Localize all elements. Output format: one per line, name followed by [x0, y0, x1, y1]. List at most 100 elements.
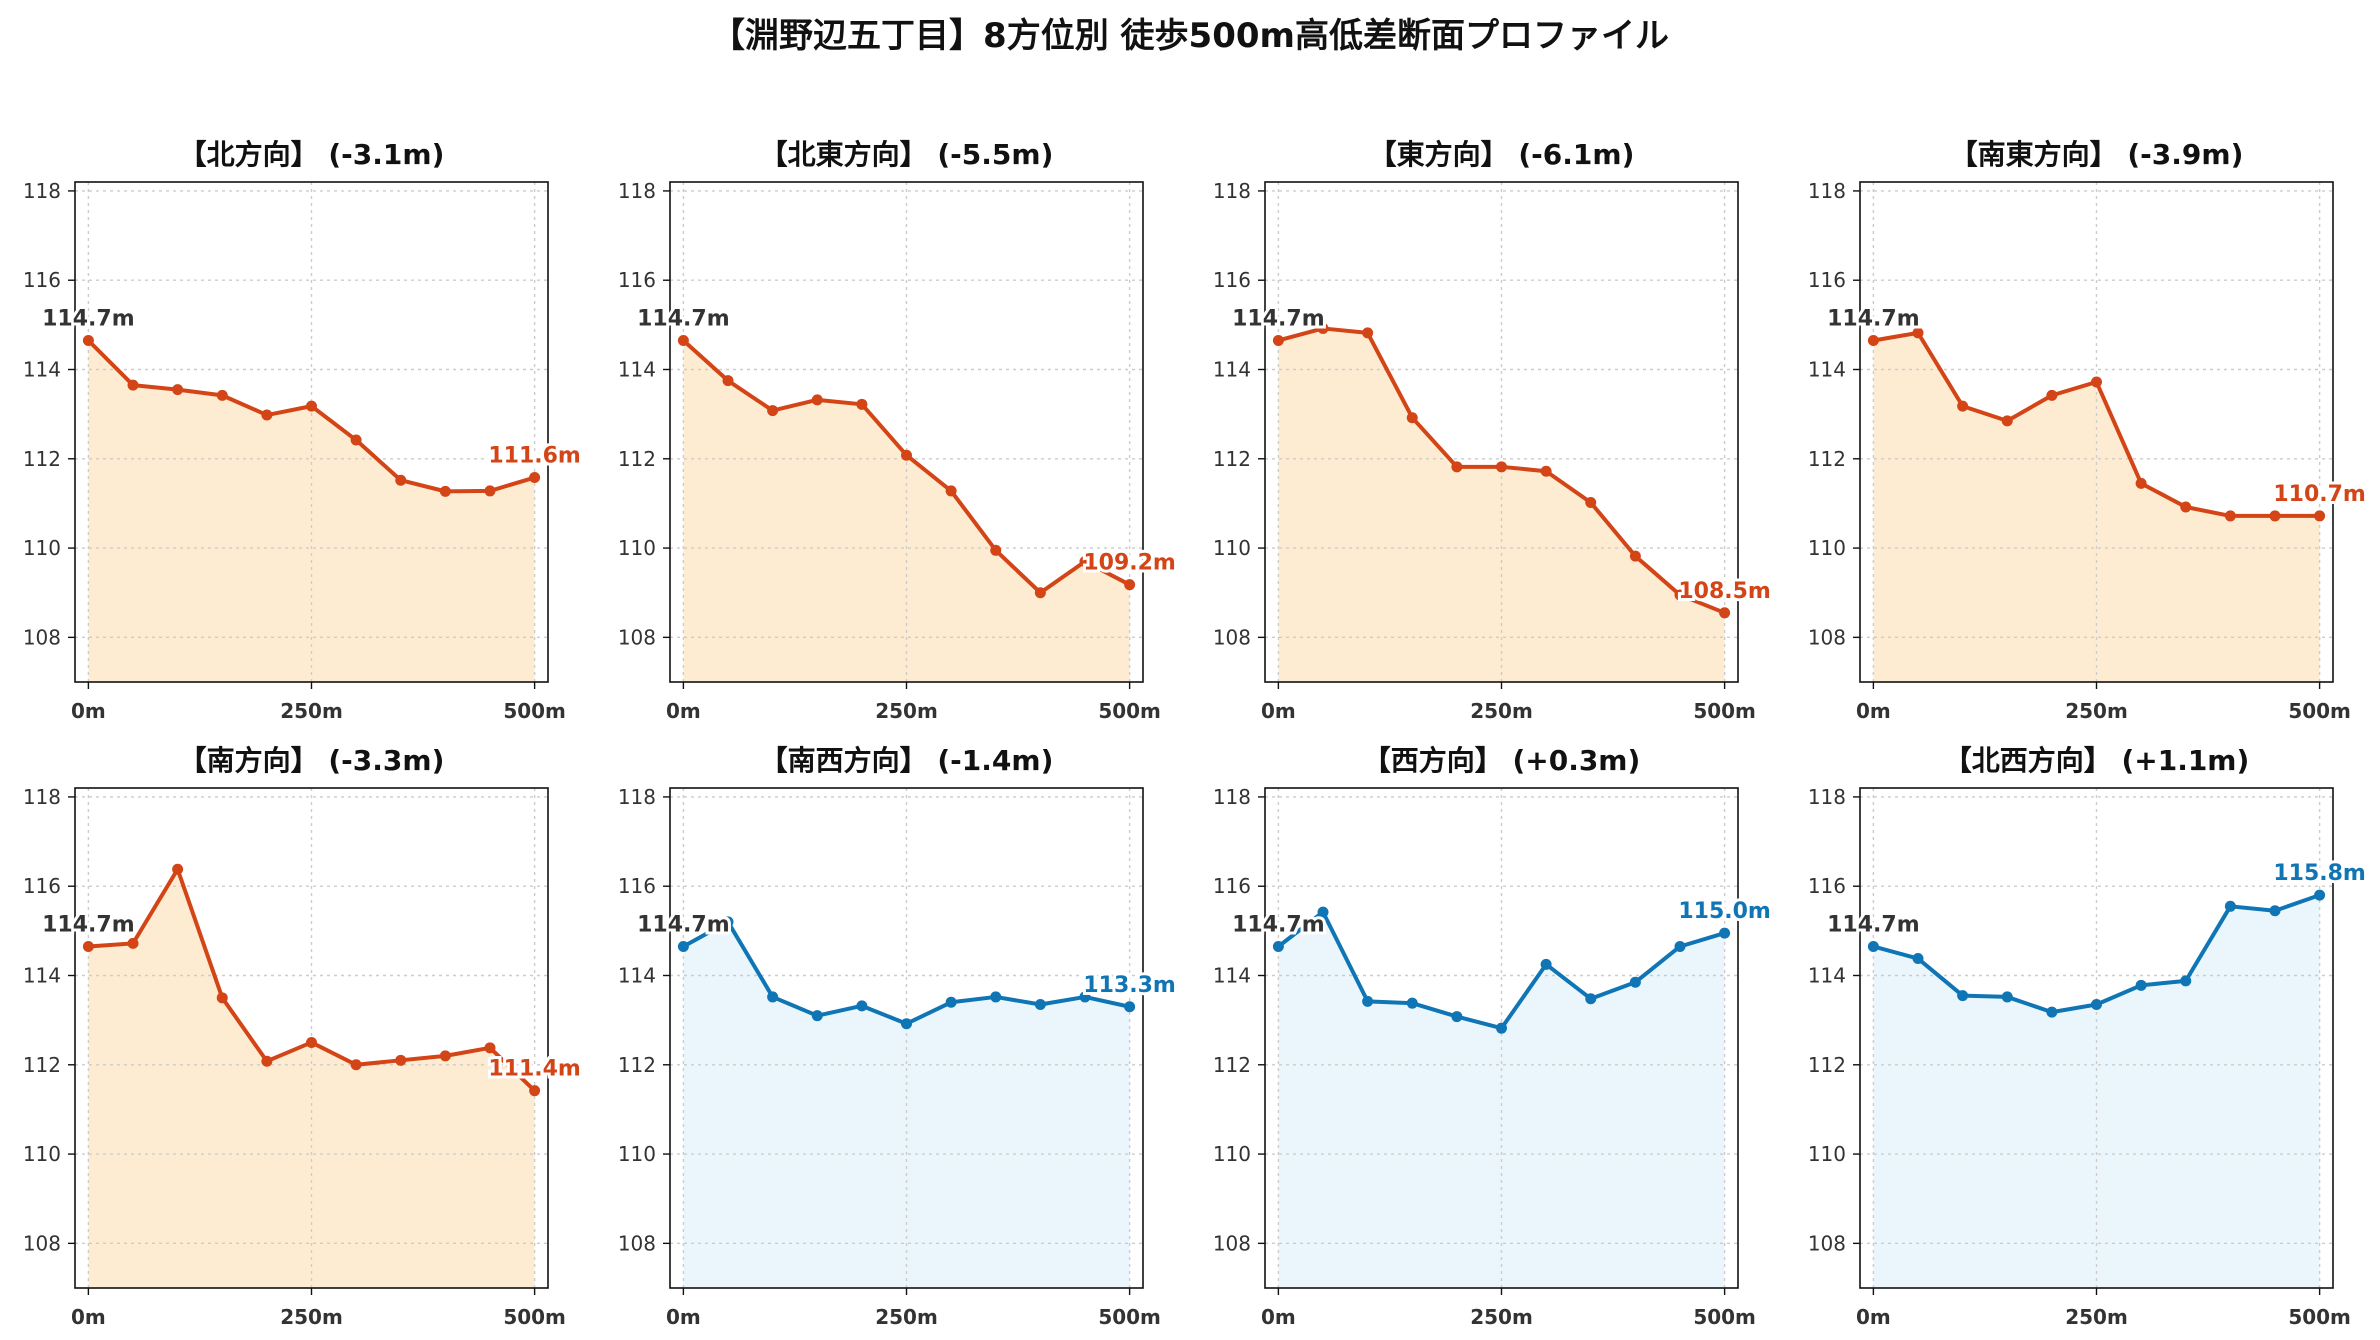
start-elevation-label: 114.7m [42, 912, 135, 937]
y-tick-label: 110 [1213, 1142, 1251, 1166]
data-point [2046, 1006, 2058, 1018]
data-point [1034, 999, 1046, 1011]
start-elevation-label: 114.7m [1232, 306, 1325, 331]
x-tick-label: 250m [875, 699, 938, 723]
data-point [1867, 334, 1879, 346]
y-tick-label: 112 [23, 447, 61, 471]
data-point [1585, 497, 1597, 509]
data-point [1719, 927, 1731, 939]
data-point [2180, 975, 2192, 987]
data-point [722, 375, 734, 387]
data-point [1629, 976, 1641, 988]
y-tick-label: 108 [618, 625, 656, 649]
panel-title: 【北方向】 (-3.1m) [179, 138, 445, 171]
y-tick-label: 118 [23, 179, 61, 203]
y-tick-label: 112 [1808, 1053, 1846, 1077]
y-tick-label: 118 [1808, 785, 1846, 809]
data-point [439, 1050, 451, 1062]
x-tick-label: 250m [280, 699, 343, 723]
data-point [901, 1018, 912, 1030]
data-point [1719, 607, 1731, 619]
panel-title: 【北西方向】 (+1.1m) [1944, 744, 2250, 777]
data-point [529, 472, 541, 484]
panel-title: 【東方向】 (-6.1m) [1369, 138, 1635, 171]
data-point [1272, 940, 1284, 952]
data-point [261, 1055, 273, 1067]
y-tick-label: 112 [618, 447, 656, 471]
x-tick-label: 250m [2065, 699, 2128, 723]
y-tick-label: 110 [1808, 1142, 1846, 1166]
data-point [2046, 389, 2058, 401]
data-point [439, 485, 451, 497]
data-point [856, 398, 868, 410]
start-elevation-label: 114.7m [637, 306, 730, 331]
data-point [2314, 889, 2326, 901]
data-point [1079, 555, 1091, 567]
y-tick-label: 118 [618, 785, 656, 809]
data-point [1034, 587, 1046, 599]
area-fill [1873, 332, 2320, 682]
data-point [216, 992, 228, 1004]
y-tick-label: 118 [1808, 179, 1846, 203]
x-tick-label: 500m [1693, 1305, 1756, 1329]
data-point [306, 1036, 317, 1048]
data-point [2091, 999, 2102, 1011]
x-tick-label: 250m [2065, 1305, 2128, 1329]
data-point [1540, 465, 1552, 477]
panel-title: 【北東方向】 (-5.5m) [760, 138, 1054, 171]
data-point [306, 400, 317, 412]
y-tick-label: 108 [1213, 625, 1251, 649]
y-tick-label: 114 [618, 358, 656, 382]
data-point [82, 334, 94, 346]
x-tick-label: 250m [875, 1305, 938, 1329]
data-point [395, 1054, 407, 1066]
y-tick-label: 116 [1213, 874, 1251, 898]
end-elevation-label: 111.4m [488, 1057, 581, 1082]
y-tick-label: 114 [618, 964, 656, 988]
x-tick-label: 500m [1693, 699, 1756, 723]
data-point [172, 384, 184, 396]
x-tick-label: 0m [666, 1305, 701, 1329]
y-tick-label: 114 [1213, 358, 1251, 382]
data-point [1912, 953, 1924, 965]
end-elevation-label: 108.5m [1678, 579, 1771, 604]
x-tick-label: 0m [1261, 699, 1296, 723]
y-tick-label: 116 [1808, 874, 1846, 898]
x-tick-label: 250m [1470, 699, 1533, 723]
y-tick-label: 114 [1808, 964, 1846, 988]
x-tick-label: 0m [71, 1305, 106, 1329]
y-tick-label: 118 [1213, 179, 1251, 203]
data-point [1540, 958, 1552, 970]
data-point [811, 394, 823, 406]
data-point [395, 474, 407, 486]
start-elevation-label: 114.7m [42, 306, 135, 331]
data-point [2001, 415, 2013, 427]
x-tick-label: 0m [1856, 699, 1891, 723]
data-point [2135, 477, 2147, 489]
data-point [1912, 327, 1924, 339]
y-tick-label: 110 [1213, 536, 1251, 560]
data-point [1674, 589, 1686, 601]
data-point [990, 544, 1002, 556]
end-elevation-label: 113.3m [1083, 973, 1176, 998]
data-point [1406, 412, 1418, 424]
end-elevation-label: 115.0m [1678, 899, 1771, 924]
start-elevation-label: 114.7m [1232, 912, 1325, 937]
y-tick-label: 108 [23, 625, 61, 649]
data-point [722, 916, 734, 928]
y-tick-label: 114 [23, 358, 61, 382]
data-point [2001, 991, 2013, 1003]
end-elevation-label: 111.6m [488, 444, 581, 469]
data-point [945, 485, 957, 497]
chart-panel-5: 108 110 112 114 116 118 0m 250m 500m 【南方向】 (-3.3m… [23, 744, 584, 1329]
data-point [216, 389, 228, 401]
chart-panel-1: 108 110 112 114 116 118 0m 250m 500m 【北方向】 (-3.1m… [23, 138, 584, 723]
x-tick-label: 0m [1261, 1305, 1296, 1329]
start-elevation-label: 114.7m [1827, 912, 1920, 937]
y-tick-label: 110 [23, 536, 61, 560]
data-point [1629, 550, 1641, 562]
y-tick-label: 116 [618, 874, 656, 898]
x-tick-label: 500m [503, 1305, 566, 1329]
y-tick-label: 118 [1213, 785, 1251, 809]
data-point [2269, 905, 2281, 917]
